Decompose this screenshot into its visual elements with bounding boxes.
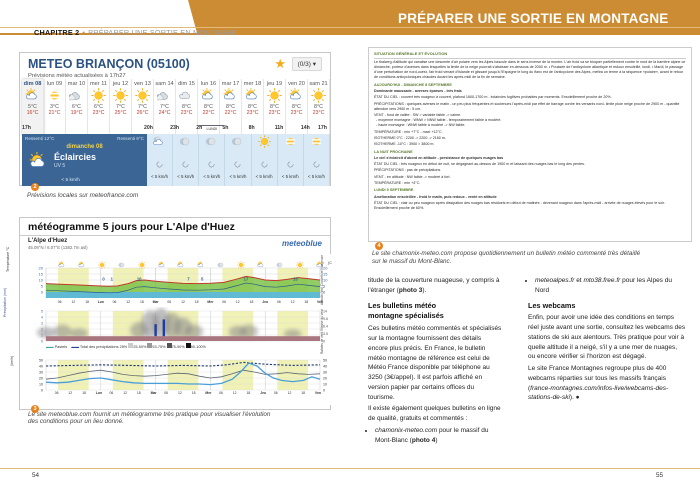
svg-text:50: 50 [323, 358, 327, 362]
svg-text:06: 06 [113, 300, 117, 304]
svg-text:10: 10 [39, 382, 43, 386]
svg-text:06: 06 [222, 300, 226, 304]
svg-text:Mar: Mar [153, 300, 160, 304]
svg-text:3: 3 [41, 321, 43, 325]
svg-text:20: 20 [39, 376, 43, 380]
svg-text:12: 12 [181, 300, 185, 304]
svg-text:15: 15 [293, 277, 298, 282]
svg-text:4: 4 [41, 315, 43, 319]
svg-text:40: 40 [323, 364, 327, 368]
svg-text:06: 06 [277, 300, 281, 304]
svg-text:5: 5 [41, 309, 43, 313]
svg-text:18: 18 [250, 300, 254, 304]
svg-text:10: 10 [39, 278, 44, 283]
svg-text:15: 15 [39, 272, 44, 277]
svg-text:17: 17 [244, 277, 249, 282]
svg-text:30: 30 [39, 370, 43, 374]
svg-text:30: 30 [323, 370, 327, 374]
svg-text:18: 18 [195, 300, 199, 304]
svg-text:50: 50 [39, 358, 43, 362]
svg-text:0: 0 [41, 339, 43, 343]
svg-text:06: 06 [167, 300, 171, 304]
svg-text:Jeu: Jeu [262, 300, 268, 304]
svg-text:20: 20 [323, 376, 327, 380]
svg-text:10: 10 [137, 277, 142, 282]
svg-text:Mer: Mer [207, 300, 214, 304]
svg-text:18: 18 [85, 300, 89, 304]
svg-text:10: 10 [323, 382, 327, 386]
svg-text:40: 40 [39, 364, 43, 368]
svg-text:18: 18 [140, 300, 144, 304]
svg-text:18: 18 [304, 300, 308, 304]
svg-text:12: 12 [291, 300, 295, 304]
svg-text:Lun: Lun [98, 300, 104, 304]
svg-text:06: 06 [58, 300, 62, 304]
svg-text:12: 12 [72, 300, 76, 304]
svg-text:12: 12 [236, 300, 240, 304]
svg-text:12: 12 [126, 300, 130, 304]
